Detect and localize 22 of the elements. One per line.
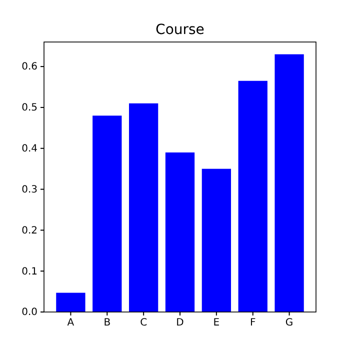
- bar: [128, 103, 158, 312]
- y-tick-label: 0.5: [22, 102, 38, 114]
- y-tick-label: 0.4: [22, 144, 38, 155]
- bar: [202, 168, 232, 312]
- bar: [56, 292, 86, 312]
- y-tick-label: 0.3: [22, 184, 38, 196]
- bar: [238, 80, 268, 312]
- bar: [92, 116, 122, 312]
- y-tick-label: 0.0: [22, 307, 38, 318]
- bar: [165, 152, 195, 312]
- y-tick-label: 0.6: [22, 62, 38, 73]
- chart-title: Course: [156, 22, 204, 38]
- bar: [274, 54, 304, 312]
- x-tick-label: F: [250, 318, 256, 329]
- x-tick-label: C: [140, 318, 148, 329]
- x-tick-label: G: [285, 318, 294, 329]
- x-tick-label: D: [176, 318, 184, 329]
- x-tick-label: B: [104, 318, 111, 329]
- y-tick-label: 0.1: [22, 266, 38, 278]
- x-tick-label: A: [67, 318, 74, 329]
- x-tick-label: E: [213, 318, 220, 329]
- y-tick-label: 0.2: [22, 225, 38, 236]
